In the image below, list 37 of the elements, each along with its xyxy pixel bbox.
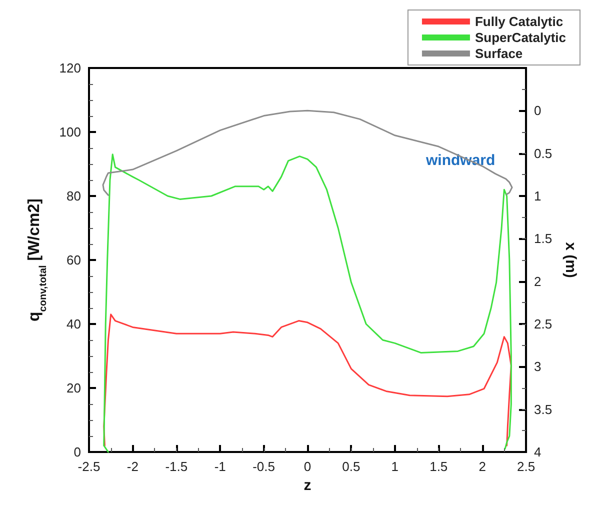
y-tick-label: 100 xyxy=(59,124,81,140)
legend-label: Fully Catalytic xyxy=(474,14,564,29)
y2-axis-title: x (m) xyxy=(562,242,579,278)
x-tick-label: -0.5 xyxy=(252,459,276,474)
line-series xyxy=(103,314,512,446)
x-tick-label: 2.5 xyxy=(516,459,536,474)
y2-tick-label: 2.5 xyxy=(534,316,552,332)
x-tick-label: 0 xyxy=(304,459,312,474)
x-tick-label: 1.5 xyxy=(430,459,448,474)
y-tick-label: 40 xyxy=(66,316,81,332)
line-series xyxy=(102,110,513,196)
x-tick-label: 2 xyxy=(478,459,486,474)
x-tick-label: -1 xyxy=(214,459,226,474)
y2-tick-label: 2 xyxy=(534,274,542,289)
y-tick-label: 0 xyxy=(74,444,81,460)
x-axis-title: z xyxy=(304,477,312,494)
line-series xyxy=(103,154,512,453)
x-tick-label: -2 xyxy=(126,459,138,474)
annotation: windward xyxy=(425,152,496,169)
y2-tick-label: 3.5 xyxy=(534,402,552,417)
y-tick-label: 20 xyxy=(66,380,81,396)
y-axis-title: qconv,total [W/cm2] xyxy=(26,198,49,322)
y-tick-label: 80 xyxy=(66,188,81,204)
y-tick-label: 60 xyxy=(66,252,81,268)
legend-label: SuperCatalytic xyxy=(474,30,566,45)
x-tick-label: -2.5 xyxy=(78,459,100,474)
x-tick-label: -1.5 xyxy=(165,459,188,474)
y2-tick-label: 3 xyxy=(534,359,542,374)
legend-label: Surface xyxy=(474,46,523,61)
y-tick-label: 120 xyxy=(59,60,81,76)
x-tick-label: 0.5 xyxy=(342,459,360,474)
x-tick-label: 1 xyxy=(391,459,399,474)
y2-tick-label: 1 xyxy=(534,188,542,204)
y2-tick-label: 1.5 xyxy=(534,231,552,246)
y2-tick-label: 4 xyxy=(534,444,542,460)
y2-tick-label: 0.5 xyxy=(534,146,552,161)
y2-tick-label: 0 xyxy=(534,103,542,118)
